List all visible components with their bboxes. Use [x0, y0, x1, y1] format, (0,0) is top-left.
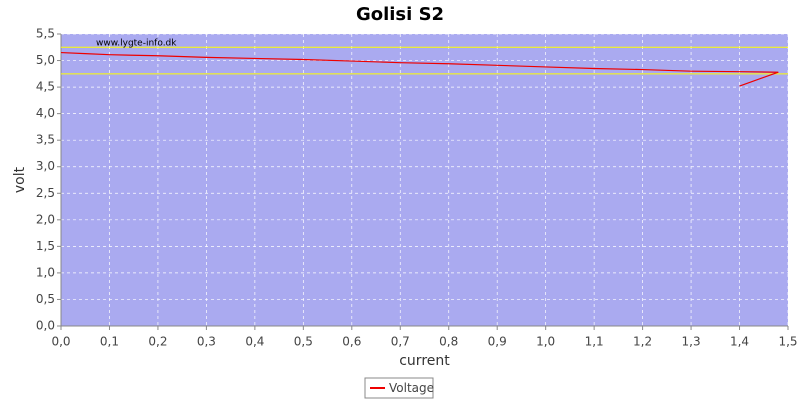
- chart-title: Golisi S2: [356, 4, 444, 25]
- x-tick-label: 0,2: [148, 335, 167, 349]
- y-tick-label: 5,5: [36, 27, 55, 41]
- watermark: www.lygte-info.dk: [96, 39, 177, 49]
- legend-box: [364, 377, 434, 399]
- x-tick-label: 0,0: [51, 335, 70, 349]
- plot-area: [61, 34, 788, 326]
- x-tick-label: 1,3: [682, 335, 701, 349]
- y-tick-label: 2,0: [36, 212, 55, 226]
- x-tick-label: 1,2: [633, 335, 652, 349]
- x-axis-title: current: [399, 353, 450, 369]
- x-tick-label: 0,6: [342, 335, 361, 349]
- y-tick-label: 1,5: [36, 239, 55, 253]
- x-tick-label: 0,5: [294, 335, 313, 349]
- x-tick-label: 0,7: [391, 335, 410, 349]
- y-tick-label: 4,5: [36, 80, 55, 94]
- y-tick-label: 5,0: [36, 53, 55, 67]
- y-tick-label: 3,5: [36, 133, 55, 147]
- y-axis-title: volt: [12, 166, 28, 193]
- x-tick-label: 1,4: [730, 335, 749, 349]
- x-tick-label: 1,1: [585, 335, 604, 349]
- y-tick-label: 3,0: [36, 159, 55, 173]
- x-tick-label: 0,3: [197, 335, 216, 349]
- y-tick-label: 2,5: [36, 186, 55, 200]
- legend-label: Voltage: [389, 381, 434, 395]
- data-line: [60, 51, 779, 87]
- y-tick-label: 1,0: [36, 265, 55, 279]
- x-tick-label: 0,9: [488, 335, 507, 349]
- y-tick-label: 0,5: [36, 292, 55, 306]
- x-tick-label: 0,1: [100, 335, 119, 349]
- x-tick-label: 0,4: [245, 335, 264, 349]
- x-tick-label: 1,5: [778, 335, 797, 349]
- y-tick-label: 0,0: [36, 319, 55, 333]
- x-tick-label: 1,0: [536, 335, 555, 349]
- y-tick-label: 4,0: [36, 106, 55, 120]
- x-tick-label: 0,8: [439, 335, 458, 349]
